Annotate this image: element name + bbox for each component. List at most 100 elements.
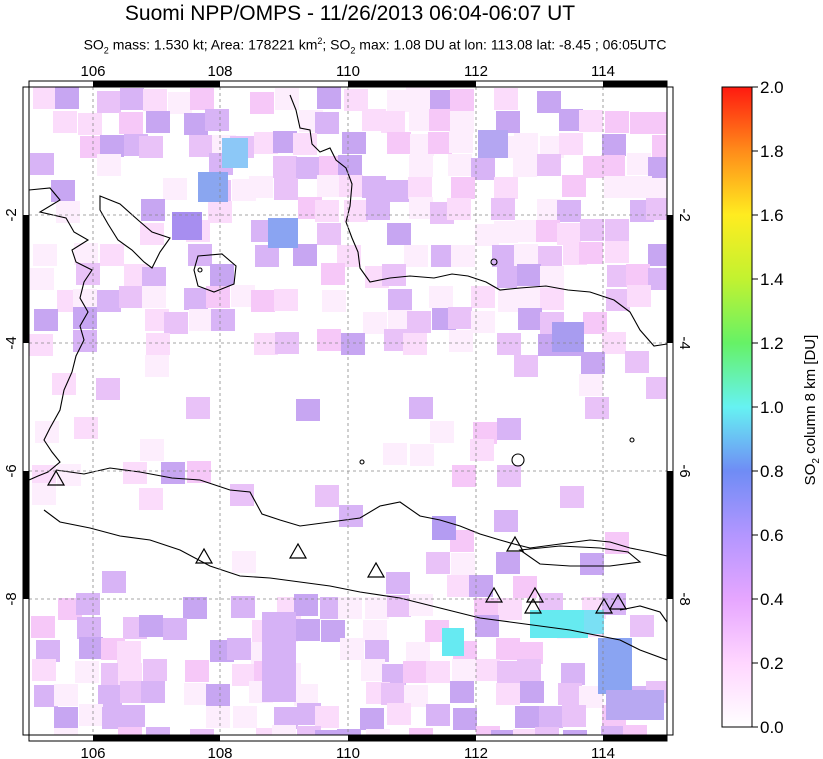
so2-pixel [560, 486, 584, 508]
so2-pixel [275, 88, 299, 110]
so2-pixel [140, 223, 164, 245]
so2-pixel [537, 154, 561, 176]
so2-pixel [210, 264, 234, 286]
so2-pixel [36, 640, 60, 662]
so2-pixel [585, 397, 609, 419]
colorbar-label: 0.6 [760, 526, 784, 545]
so2-pixel [184, 288, 208, 310]
so2-pixel [451, 177, 475, 199]
so2-pixel [497, 266, 521, 288]
so2-pixel [409, 109, 433, 131]
so2-pixel [190, 729, 214, 735]
so2-pixel [469, 575, 493, 597]
so2-pixel [453, 708, 477, 730]
so2-pixel [102, 707, 126, 729]
so2-pixel [474, 598, 498, 620]
so2-pixel [315, 200, 339, 222]
colorbar-label: 1.0 [760, 398, 784, 417]
so2-pixel [56, 201, 80, 223]
volcano-icon [288, 542, 308, 559]
lat-labels-left: -2 -4 -6 -8 [3, 208, 20, 605]
map-title: Suomi NPP/OMPS - 11/26/2013 06:04-06:07 … [124, 2, 576, 25]
so2-pixel [562, 175, 586, 197]
volcano-icon [194, 547, 214, 564]
so2-pixel [139, 615, 163, 637]
so2-pixel [344, 89, 368, 111]
so2-pixel [491, 730, 515, 735]
so2-pixel [146, 333, 170, 355]
so2-pixel [273, 131, 297, 153]
so2-pixel [448, 154, 472, 176]
so2-pixel [294, 594, 318, 616]
so2-pixel [442, 628, 464, 656]
so2-pixel [78, 113, 102, 135]
so2-pixel [409, 197, 433, 219]
so2-pixel [561, 663, 585, 685]
so2-pixel [410, 444, 434, 466]
lon-label: 110 [336, 63, 360, 80]
so2-pixel [478, 130, 508, 158]
so2-pixel [321, 620, 345, 642]
so2-pixel [117, 641, 141, 663]
map-frame [22, 80, 674, 742]
so2-pixels [29, 87, 667, 735]
colorbar-labels: 0.0 0.2 0.4 0.6 0.8 1.0 1.2 1.4 1.6 1.8 … [760, 78, 784, 737]
so2-pixel [32, 659, 56, 681]
so2-pixel [604, 176, 628, 198]
so2-pixel [430, 90, 454, 112]
so2-pixel [409, 594, 433, 616]
so2-pixel [342, 132, 366, 154]
so2-pixel [627, 285, 651, 307]
so2-pixel [497, 465, 521, 487]
so2-pixel [648, 268, 667, 290]
so2-pixel [580, 219, 604, 241]
so2-pixel [31, 616, 55, 638]
so2-pixel [168, 92, 192, 114]
so2-pixel [145, 309, 169, 331]
so2-pixel [601, 726, 625, 735]
so2-pixel [206, 706, 230, 728]
so2-pixel [449, 330, 473, 352]
so2-pixel [557, 200, 581, 222]
volcano-icon [523, 597, 543, 614]
so2-pixel [185, 660, 209, 682]
so2-pixel [184, 113, 208, 135]
so2-pixel [232, 664, 256, 686]
so2-pixel [365, 640, 389, 662]
so2-pixel [75, 661, 99, 683]
coastlines [29, 94, 667, 661]
so2-pixel [496, 683, 520, 705]
so2-pixel [383, 443, 407, 465]
so2-pixel [139, 136, 163, 158]
so2-pixel [403, 661, 427, 683]
colorbar-ticks [752, 86, 758, 728]
so2-pixel [119, 286, 143, 308]
colorbar: 0.0 0.2 0.4 0.6 0.8 1.0 1.2 1.4 1.6 1.8 … [721, 78, 822, 737]
so2-pixel [337, 245, 361, 267]
so2-pixel [338, 155, 362, 177]
so2-pixel [449, 131, 473, 153]
so2-pixel [579, 242, 603, 264]
so2-pixel [630, 615, 654, 637]
so2-pixel [447, 198, 471, 220]
so2-pixel [494, 177, 518, 199]
so2-pixel [51, 180, 75, 202]
so2-pixel [231, 596, 255, 618]
so2-pixel [198, 172, 228, 202]
so2-pixel [146, 111, 170, 133]
so2-pixel [602, 134, 626, 156]
so2-pixel [381, 111, 405, 133]
so2-pixel [232, 551, 256, 573]
so2-pixel [315, 730, 339, 735]
so2-pixel [208, 201, 232, 223]
so2-pixel [387, 223, 411, 245]
so2-pixel [429, 109, 453, 131]
colorbar-gradient [721, 86, 753, 728]
so2-pixel [322, 290, 346, 312]
so2-pixel [118, 663, 142, 685]
so2-pixel [630, 112, 654, 134]
so2-pixel [497, 333, 521, 355]
so2-pixel [98, 685, 122, 707]
so2-pixel [254, 333, 278, 355]
